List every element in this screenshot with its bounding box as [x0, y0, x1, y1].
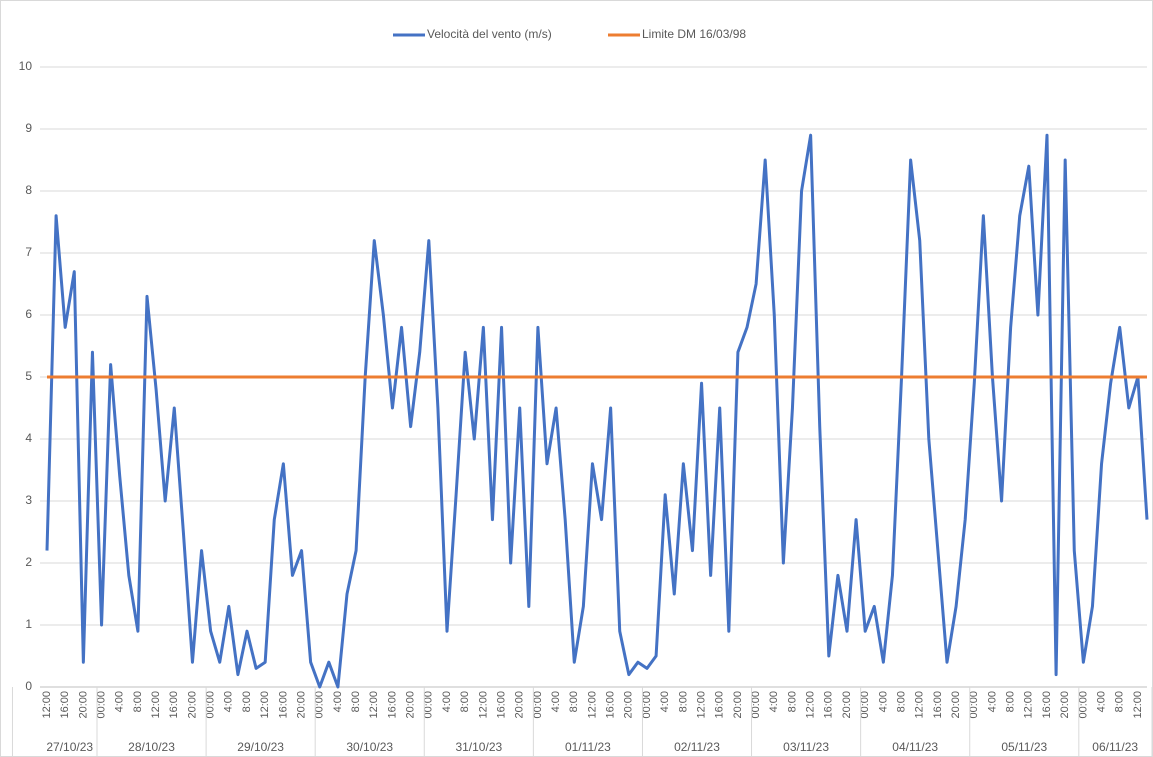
x-tick-label: 8:00 — [786, 691, 798, 712]
x-tick-label: 20:00 — [1059, 691, 1071, 719]
x-tick-label: 16:00 — [714, 691, 726, 719]
x-tick-label: 8:00 — [132, 691, 144, 712]
x-tick-label: 20:00 — [950, 691, 962, 719]
x-tick-label: 8:00 — [350, 691, 362, 712]
x-group-label: 31/10/23 — [455, 740, 502, 754]
x-tick-label: 16:00 — [605, 691, 617, 719]
x-group-label: 04/11/23 — [892, 740, 938, 754]
x-tick-label: 16:00 — [59, 691, 71, 719]
x-group-label: 02/11/23 — [674, 740, 720, 754]
x-tick-label: 12:00 — [150, 691, 162, 719]
x-tick-label: 12:00 — [914, 691, 926, 719]
x-tick-label: 12:00 — [259, 691, 271, 719]
x-tick-label: 8:00 — [568, 691, 580, 712]
legend-label: Limite DM 16/03/98 — [642, 27, 746, 41]
x-tick-label: 4:00 — [659, 691, 671, 712]
x-tick-label: 20:00 — [405, 691, 417, 719]
x-tick-label: 20:00 — [186, 691, 198, 719]
x-tick-label: 8:00 — [459, 691, 471, 712]
x-tick-label: 4:00 — [223, 691, 235, 712]
x-group-label: 29/10/23 — [237, 740, 284, 754]
x-tick-label: 16:00 — [823, 691, 835, 719]
y-tick-label: 7 — [25, 245, 32, 259]
x-tick-label: 8:00 — [1114, 691, 1126, 712]
x-group-label: 03/11/23 — [783, 740, 829, 754]
x-tick-label: 4:00 — [441, 691, 453, 712]
y-tick-label: 9 — [25, 121, 32, 135]
x-tick-label: 4:00 — [332, 691, 344, 712]
x-tick-label: 00:00 — [314, 691, 326, 719]
x-tick-label: 00:00 — [1077, 691, 1089, 719]
x-tick-label: 4:00 — [1095, 691, 1107, 712]
x-tick-label: 16:00 — [1041, 691, 1053, 719]
y-tick-label: 10 — [19, 59, 33, 73]
x-tick-label: 20:00 — [623, 691, 635, 719]
x-group-label: 27/10/23 — [46, 740, 93, 754]
x-tick-label: 20:00 — [77, 691, 89, 719]
y-tick-label: 5 — [25, 369, 32, 383]
x-group-label: 06/11/23 — [1092, 740, 1138, 754]
x-tick-label: 12:00 — [1023, 691, 1035, 719]
x-tick-label: 16:00 — [386, 691, 398, 719]
y-tick-label: 6 — [25, 307, 32, 321]
x-tick-label: 16:00 — [932, 691, 944, 719]
x-tick-label: 00:00 — [423, 691, 435, 719]
x-tick-label: 00:00 — [859, 691, 871, 719]
x-tick-label: 12:00 — [805, 691, 817, 719]
x-group-label: 01/11/23 — [565, 740, 611, 754]
legend-label: Velocità del vento (m/s) — [427, 27, 552, 41]
x-tick-label: 8:00 — [1005, 691, 1017, 712]
x-tick-label: 00:00 — [968, 691, 980, 719]
x-tick-label: 12:00 — [695, 691, 707, 719]
x-tick-label: 12:00 — [477, 691, 489, 719]
x-tick-label: 4:00 — [877, 691, 889, 712]
x-tick-label: 16:00 — [277, 691, 289, 719]
x-tick-label: 12:00 — [368, 691, 380, 719]
x-group-label: 28/10/23 — [128, 740, 175, 754]
y-tick-label: 4 — [25, 431, 32, 445]
y-tick-label: 1 — [25, 617, 32, 631]
x-tick-label: 20:00 — [732, 691, 744, 719]
x-tick-label: 16:00 — [168, 691, 180, 719]
y-tick-label: 2 — [25, 555, 32, 569]
x-tick-label: 4:00 — [986, 691, 998, 712]
x-tick-label: 8:00 — [895, 691, 907, 712]
x-tick-label: 20:00 — [841, 691, 853, 719]
x-tick-label: 00:00 — [95, 691, 107, 719]
series-line — [45, 133, 1149, 689]
x-tick-label: 4:00 — [114, 691, 126, 712]
x-tick-label: 00:00 — [205, 691, 217, 719]
x-tick-label: 8:00 — [677, 691, 689, 712]
y-tick-label: 0 — [25, 679, 32, 693]
y-tick-label: 8 — [25, 183, 32, 197]
x-tick-label: 8:00 — [241, 691, 253, 712]
x-group-label: 05/11/23 — [1001, 740, 1047, 754]
x-tick-label: 16:00 — [495, 691, 507, 719]
x-tick-label: 00:00 — [750, 691, 762, 719]
x-tick-label: 00:00 — [641, 691, 653, 719]
x-tick-label: 12:00 — [586, 691, 598, 719]
x-tick-label: 4:00 — [768, 691, 780, 712]
y-tick-label: 3 — [25, 493, 32, 507]
x-tick-label: 00:00 — [532, 691, 544, 719]
x-tick-label: 20:00 — [295, 691, 307, 719]
x-tick-label: 4:00 — [550, 691, 562, 712]
x-tick-label: 12:00 — [1132, 691, 1144, 719]
x-tick-label: 20:00 — [514, 691, 526, 719]
x-tick-label: 12:00 — [41, 691, 53, 719]
x-group-label: 30/10/23 — [346, 740, 393, 754]
